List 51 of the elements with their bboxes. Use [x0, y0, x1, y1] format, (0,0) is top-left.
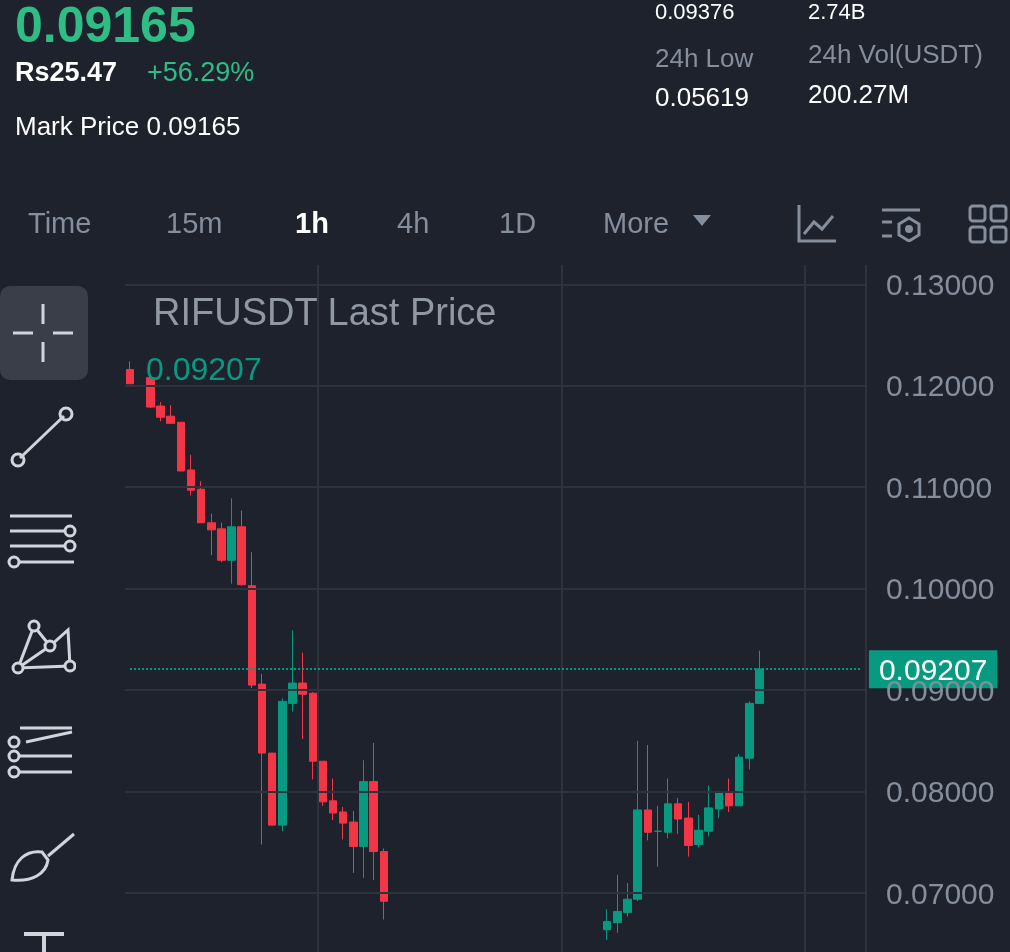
candlestick: [735, 753, 743, 807]
candlestick: [187, 454, 195, 496]
candlestick: [329, 777, 337, 821]
y-tick-label: 0.12000: [886, 369, 995, 403]
text: Time: [28, 207, 92, 240]
y-tick-label: 0.07000: [886, 876, 995, 910]
candlestick: [197, 480, 205, 524]
text: Rs25.47: [15, 57, 118, 88]
text: 24h Vol(USDT): [808, 39, 983, 69]
candlestick: [177, 421, 185, 472]
text: 0.05619: [655, 82, 749, 112]
candlestick: [603, 908, 611, 941]
text: 24h Low: [655, 43, 754, 73]
candlestick: [268, 752, 276, 826]
text: 200.27M: [808, 79, 910, 109]
y-tick-label: 0.08000: [886, 775, 995, 809]
text: 15m: [166, 207, 223, 240]
text: RIFUSDT Last Price: [153, 291, 497, 333]
candlestick: [237, 510, 246, 587]
candlestick: [644, 744, 652, 841]
candlestick: [674, 797, 682, 835]
y-tick-label: 0.11000: [886, 470, 993, 504]
candlestick: [349, 810, 358, 874]
y-tick-label: 0.10000: [886, 572, 995, 606]
candlestick: [227, 497, 236, 585]
candlestick: [359, 759, 368, 879]
candlestick: [684, 801, 693, 858]
text: 1D: [499, 207, 537, 240]
candlestick: [319, 760, 327, 807]
candlestick: [725, 777, 733, 813]
candlestick: [309, 691, 317, 780]
text: 2.74B: [808, 0, 866, 25]
candlestick: [369, 742, 378, 881]
text: +56.29%: [147, 57, 255, 88]
candlestick: [715, 790, 723, 819]
candlestick: [258, 673, 266, 845]
text: Mark Price 0.09165: [15, 111, 241, 141]
annotation: 0.09207: [146, 351, 262, 388]
candlestick: [339, 806, 347, 840]
candlestick: [126, 360, 134, 385]
y-tick-label: 0.13000: [886, 267, 995, 301]
text: More: [603, 207, 670, 240]
text: 1h: [295, 207, 329, 240]
text: 0.09376: [655, 0, 735, 25]
candlestick: [248, 551, 256, 689]
candlestick: [664, 777, 672, 839]
candlestick: [380, 847, 388, 921]
candlestick: [298, 652, 307, 740]
candlestick: [654, 805, 662, 868]
text: 4h: [397, 207, 430, 240]
text: 0.09165: [15, 0, 196, 53]
